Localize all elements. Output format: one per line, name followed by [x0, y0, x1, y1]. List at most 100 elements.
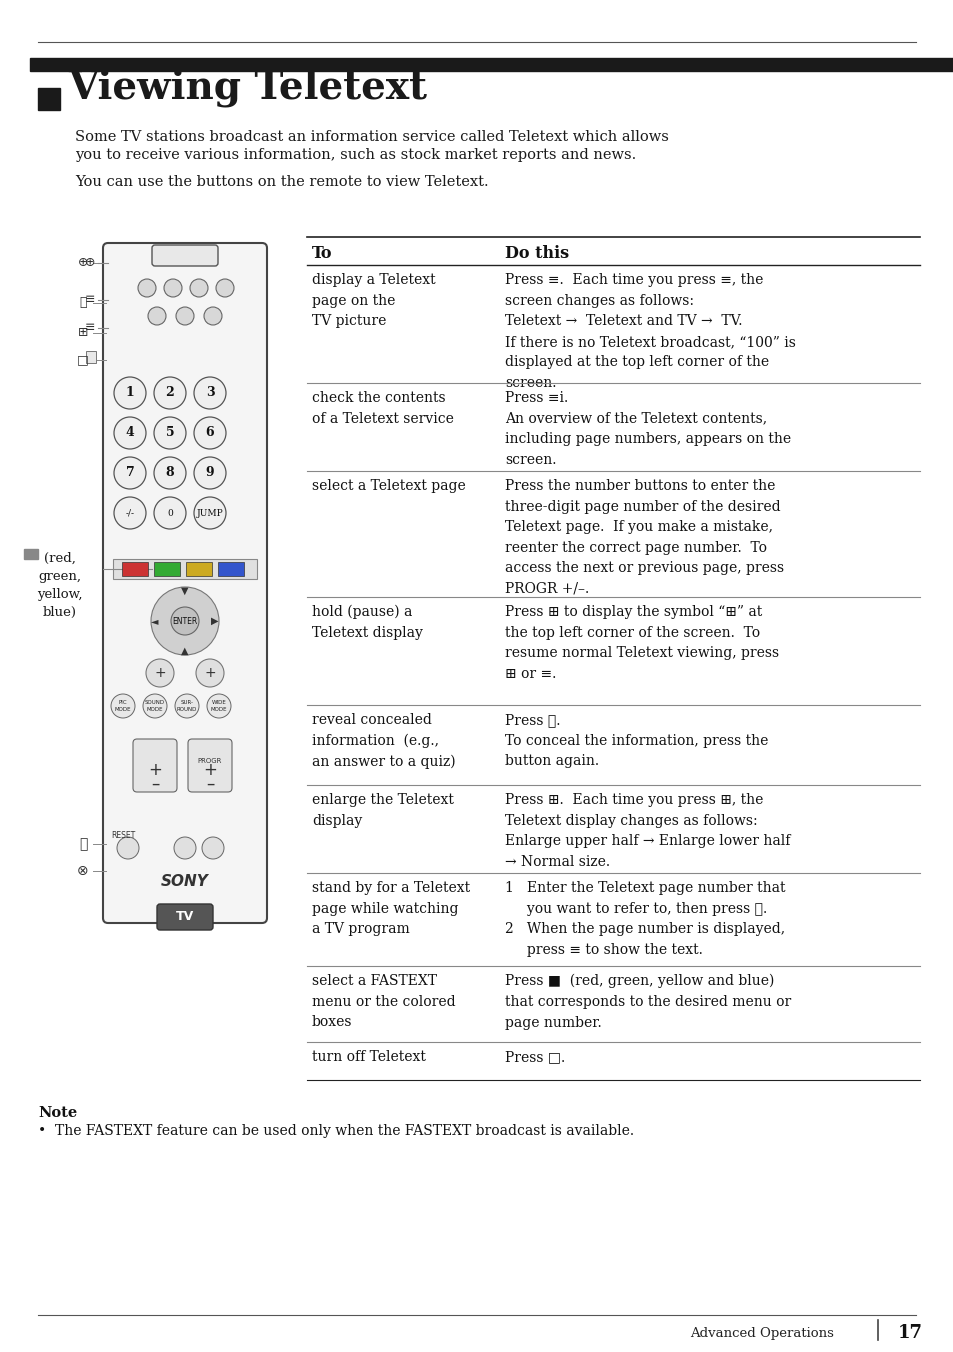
FancyBboxPatch shape	[188, 740, 232, 792]
Text: □: □	[77, 353, 89, 366]
Text: Note: Note	[38, 1106, 77, 1119]
Text: ≡: ≡	[85, 322, 95, 334]
Circle shape	[117, 837, 139, 859]
Text: SUR-
ROUND: SUR- ROUND	[176, 700, 197, 711]
Circle shape	[138, 279, 156, 297]
Text: –: –	[206, 775, 214, 794]
Circle shape	[195, 658, 224, 687]
Circle shape	[113, 457, 146, 489]
Circle shape	[148, 307, 166, 324]
FancyBboxPatch shape	[132, 740, 177, 792]
Text: -/-: -/-	[126, 508, 134, 518]
Text: 8: 8	[166, 466, 174, 480]
Text: Press ■  (red, green, yellow and blue)
that corresponds to the desired menu or
p: Press ■ (red, green, yellow and blue) th…	[504, 973, 790, 1030]
Text: check the contents
of a Teletext service: check the contents of a Teletext service	[312, 391, 454, 426]
Bar	[86, 352, 96, 362]
Circle shape	[173, 837, 195, 859]
Text: (red,
green,
yellow,
blue): (red, green, yellow, blue)	[37, 552, 83, 619]
Text: JUMP: JUMP	[196, 508, 223, 518]
Text: enlarge the Teletext
display: enlarge the Teletext display	[312, 794, 454, 827]
Text: select a FASTEXT
menu or the colored
boxes: select a FASTEXT menu or the colored box…	[312, 973, 456, 1029]
Text: Press ⓠ.
To conceal the information, press the
button again.: Press ⓠ. To conceal the information, pre…	[504, 713, 767, 768]
Text: ≡: ≡	[85, 293, 95, 307]
Text: ▼: ▼	[181, 585, 189, 596]
Text: you to receive various information, such as stock market reports and news.: you to receive various information, such…	[75, 147, 636, 162]
Bar	[112, 558, 256, 579]
Text: Press ⊞ to display the symbol “⊞” at
the top left corner of the screen.  To
resu: Press ⊞ to display the symbol “⊞” at the…	[504, 604, 779, 681]
FancyBboxPatch shape	[103, 243, 267, 923]
Text: You can use the buttons on the remote to view Teletext.: You can use the buttons on the remote to…	[75, 174, 488, 189]
Circle shape	[202, 837, 224, 859]
Text: RESET: RESET	[111, 831, 135, 841]
Bar	[30, 58, 953, 72]
Text: hold (pause) a
Teletext display: hold (pause) a Teletext display	[312, 604, 422, 639]
FancyBboxPatch shape	[157, 904, 213, 930]
Circle shape	[193, 377, 226, 410]
Circle shape	[111, 694, 135, 718]
Text: Press ≡i.
An overview of the Teletext contents,
including page numbers, appears : Press ≡i. An overview of the Teletext co…	[504, 391, 790, 466]
Text: ▲: ▲	[181, 646, 189, 656]
Text: –: –	[151, 775, 159, 794]
Circle shape	[171, 607, 199, 635]
Text: reveal concealed
information  (e.g.,
an answer to a quiz): reveal concealed information (e.g., an a…	[312, 713, 456, 769]
Text: +: +	[203, 761, 216, 779]
Text: 7: 7	[126, 466, 134, 480]
Text: display a Teletext
page on the
TV picture: display a Teletext page on the TV pictur…	[312, 273, 436, 329]
Text: SONY: SONY	[161, 873, 209, 888]
Bar	[153, 562, 180, 576]
Text: ⊕: ⊕	[77, 257, 89, 269]
FancyBboxPatch shape	[152, 245, 218, 266]
Text: 6: 6	[206, 426, 214, 439]
Circle shape	[175, 307, 193, 324]
Text: Do this: Do this	[504, 245, 569, 262]
Text: Press □.: Press □.	[504, 1051, 565, 1064]
Bar	[38, 88, 60, 110]
Circle shape	[113, 416, 146, 449]
Circle shape	[190, 279, 208, 297]
Text: Viewing Teletext: Viewing Teletext	[68, 69, 427, 107]
Text: ⊕: ⊕	[85, 257, 95, 269]
Text: ⊗: ⊗	[77, 864, 89, 877]
Circle shape	[151, 587, 219, 654]
Circle shape	[143, 694, 167, 718]
Circle shape	[204, 307, 222, 324]
Text: WIDE
MODE: WIDE MODE	[211, 700, 227, 711]
Bar	[186, 562, 212, 576]
Text: +: +	[154, 667, 166, 680]
Text: 2: 2	[166, 387, 174, 399]
Text: Press ≡.  Each time you press ≡, the
screen changes as follows:
Teletext →  Tele: Press ≡. Each time you press ≡, the scre…	[504, 273, 795, 389]
Text: 4: 4	[126, 426, 134, 439]
Text: stand by for a Teletext
page while watching
a TV program: stand by for a Teletext page while watch…	[312, 882, 470, 936]
Text: 0: 0	[167, 508, 172, 518]
Text: Press ⊞.  Each time you press ⊞, the
Teletext display changes as follows:
Enlarg: Press ⊞. Each time you press ⊞, the Tele…	[504, 794, 789, 869]
Text: 3: 3	[206, 387, 214, 399]
Circle shape	[215, 279, 233, 297]
Text: ⓘ: ⓘ	[79, 837, 87, 850]
Circle shape	[174, 694, 199, 718]
Text: TV: TV	[175, 910, 193, 923]
Text: 5: 5	[166, 426, 174, 439]
Bar	[218, 562, 244, 576]
Text: ◄: ◄	[152, 617, 158, 626]
Text: To: To	[312, 245, 333, 262]
Text: turn off Teletext: turn off Teletext	[312, 1051, 425, 1064]
Text: +: +	[204, 667, 215, 680]
Circle shape	[164, 279, 182, 297]
Circle shape	[153, 416, 186, 449]
Circle shape	[193, 498, 226, 529]
Bar	[24, 549, 38, 558]
Text: Press the number buttons to enter the
three-digit page number of the desired
Tel: Press the number buttons to enter the th…	[504, 479, 783, 596]
Text: 9: 9	[206, 466, 214, 480]
Text: ⓔ: ⓔ	[79, 296, 87, 310]
Circle shape	[193, 457, 226, 489]
Text: +: +	[148, 761, 162, 779]
Circle shape	[113, 498, 146, 529]
Circle shape	[153, 457, 186, 489]
Text: PROGR: PROGR	[197, 758, 222, 764]
Text: ▶: ▶	[211, 617, 218, 626]
Text: ENTER: ENTER	[172, 617, 197, 626]
Text: SOUND
MODE: SOUND MODE	[145, 700, 165, 711]
Text: 1   Enter the Teletext page number that
     you want to refer to, then press ⓧ.: 1 Enter the Teletext page number that yo…	[504, 882, 784, 957]
Circle shape	[153, 498, 186, 529]
Circle shape	[113, 377, 146, 410]
